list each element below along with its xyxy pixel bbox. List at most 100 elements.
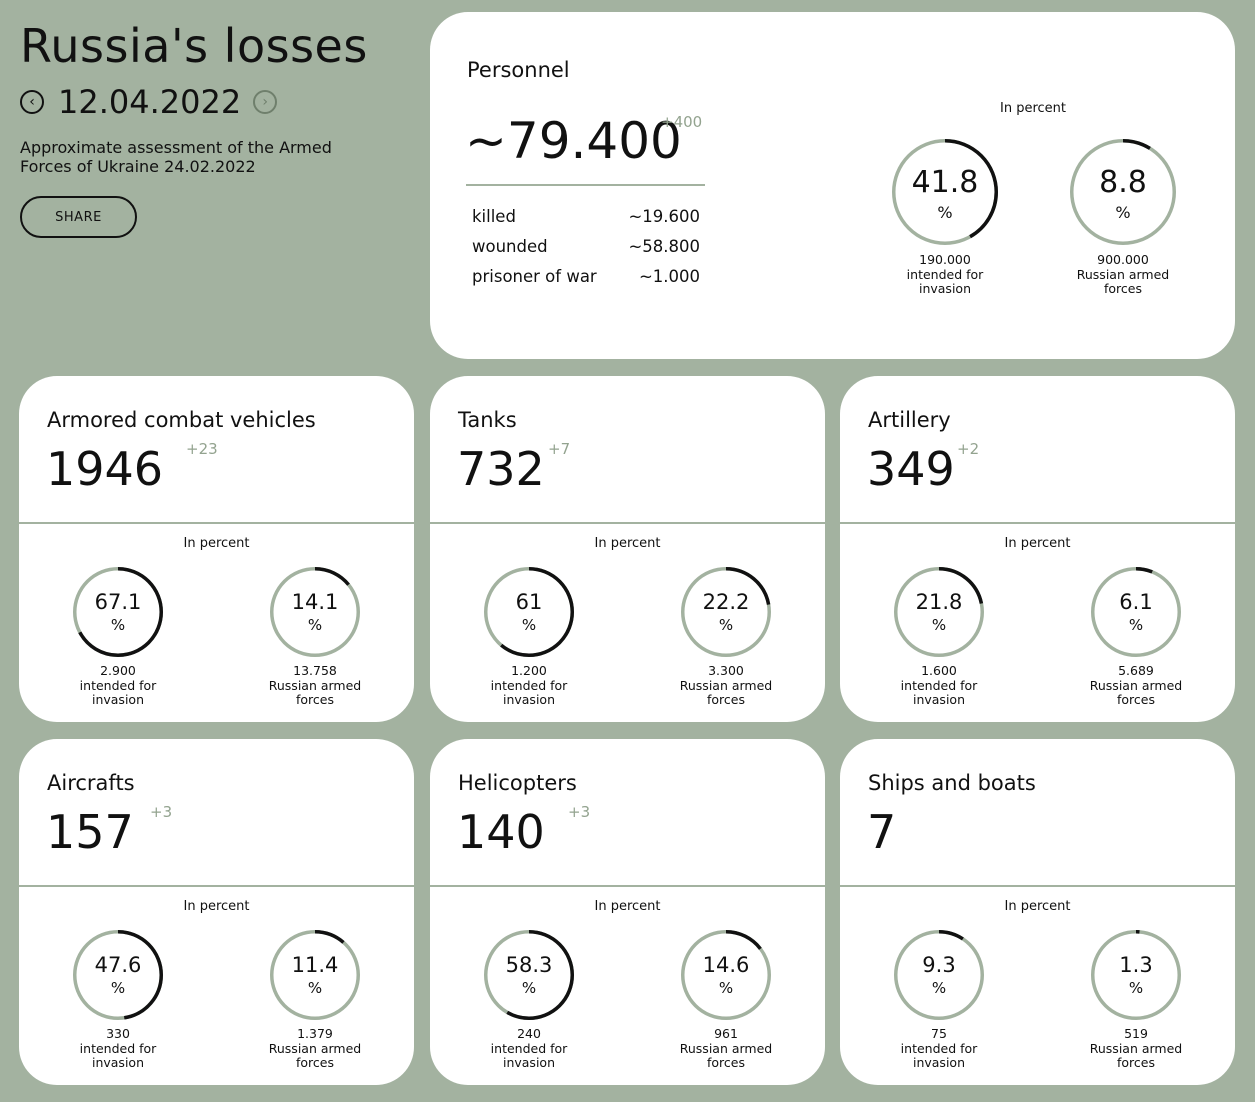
base-caption: Russian armed forces (268, 1040, 362, 1070)
ring-graphic (681, 567, 771, 657)
percent-ring: 9.3 % (894, 930, 984, 1020)
in-percent-label: In percent (1000, 101, 1066, 116)
percent-circle-invasion: 47.6 % 330 intended for invasion (53, 930, 183, 1071)
base-value: 5.689 (1118, 663, 1154, 678)
base-caption: Russian armed forces (1089, 1040, 1183, 1070)
base-caption: intended for invasion (906, 266, 984, 296)
percent-value: 61 (515, 590, 543, 614)
percent-value: 1.3 (1119, 953, 1153, 977)
personnel-breakdown: killed ~19.600 wounded ~58.800 prisoner … (472, 207, 700, 297)
breakdown-row-prisoner: prisoner of war ~1.000 (472, 267, 700, 297)
ring-progress (73, 930, 163, 1020)
card-title: Ships and boats (868, 771, 1036, 795)
base-value: 13.758 (293, 663, 337, 678)
percent-caption: 5.689 Russian armed forces (1071, 663, 1201, 708)
base-value: 240 (517, 1026, 541, 1041)
percent-circle-armed-forces: 14.6 % 961 Russian armed forces (661, 930, 791, 1071)
percent-value: 9.3 (922, 953, 956, 977)
divider (840, 885, 1235, 887)
ring-graphic (681, 930, 771, 1020)
equipment-card-artillery: Artillery 349 +2 In percent 21.8 % 1.600… (840, 376, 1235, 722)
percent-circle-invasion: 61 % 1.200 intended for invasion (464, 567, 594, 708)
percent-ring: 61 % (484, 567, 574, 657)
percent-circle-invasion: 58.3 % 240 intended for invasion (464, 930, 594, 1071)
in-percent-label: In percent (594, 899, 661, 914)
percent-circle-invasion: 9.3 % 75 intended for invasion (874, 930, 1004, 1071)
card-total: 1946 (46, 442, 164, 496)
base-caption: intended for invasion (490, 677, 568, 707)
ring-progress (270, 930, 360, 1020)
percent-ring: 58.3 % (484, 930, 574, 1020)
base-value: 1.200 (511, 663, 547, 678)
in-percent-label: In percent (183, 536, 250, 551)
base-caption: Russian armed forces (1076, 266, 1170, 296)
card-total: ~79.400 (465, 112, 682, 170)
percent-circle-armed-forces: 11.4 % 1.379 Russian armed forces (250, 930, 380, 1071)
percent-symbol: % (521, 979, 537, 997)
ring-progress (681, 567, 771, 657)
chevron-right-icon[interactable]: › (253, 90, 278, 114)
percent-ring: 22.2 % (681, 567, 771, 657)
card-title: Aircrafts (47, 771, 135, 795)
percent-circle-armed-forces: 22.2 % 3.300 Russian armed forces (661, 567, 791, 708)
current-date: 12.04.2022 (58, 83, 242, 121)
percent-circle-armed-forces: 8.8 % 900.000 Russian armed forces (1063, 139, 1183, 297)
percent-circle-armed-forces: 14.1 % 13.758 Russian armed forces (250, 567, 380, 708)
ring-progress (1091, 567, 1181, 657)
percent-value: 14.6 (702, 953, 750, 977)
percent-symbol: % (718, 616, 734, 634)
chevron-left-icon[interactable]: ‹ (20, 90, 44, 114)
percent-caption: 1.379 Russian armed forces (250, 1026, 380, 1071)
share-button[interactable]: SHARE (20, 196, 137, 238)
base-value: 3.300 (708, 663, 744, 678)
ring-progress (1091, 930, 1181, 1020)
percent-value: 21.8 (915, 590, 963, 614)
in-percent-label: In percent (594, 536, 661, 551)
equipment-card-armored-combat-vehicles: Armored combat vehicles 1946 +23 In perc… (19, 376, 414, 722)
page-subtitle: Approximate assessment of the Armed Forc… (20, 138, 332, 176)
base-caption: intended for invasion (900, 677, 978, 707)
percent-ring: 14.1 % (270, 567, 360, 657)
card-delta: +400 (661, 113, 703, 131)
percent-value: 22.2 (702, 590, 750, 614)
percent-symbol: % (307, 616, 323, 634)
percent-ring: 21.8 % (894, 567, 984, 657)
base-caption: Russian armed forces (268, 677, 362, 707)
row-label: wounded (472, 237, 548, 256)
base-value: 519 (1124, 1026, 1148, 1041)
percent-value: 41.8 (911, 165, 979, 200)
percent-caption: 2.900 intended for invasion (53, 663, 183, 708)
percent-caption: 240 intended for invasion (464, 1026, 594, 1071)
base-value: 330 (106, 1026, 130, 1041)
percent-circle-armed-forces: 6.1 % 5.689 Russian armed forces (1071, 567, 1201, 708)
card-delta: +3 (150, 803, 173, 821)
row-label: prisoner of war (472, 267, 597, 286)
card-total: 7 (867, 805, 897, 859)
percent-circle-invasion: 41.8 % 190.000 intended for invasion (885, 139, 1005, 297)
percent-ring: 1.3 % (1091, 930, 1181, 1020)
row-value: ~58.800 (628, 237, 700, 256)
base-caption: Russian armed forces (679, 1040, 773, 1070)
percent-symbol: % (931, 979, 947, 997)
percent-value: 11.4 (291, 953, 339, 977)
in-percent-label: In percent (183, 899, 250, 914)
percent-caption: 1.200 intended for invasion (464, 663, 594, 708)
ring-graphic (484, 567, 574, 657)
card-delta: +7 (548, 440, 571, 458)
divider (19, 885, 414, 887)
base-caption: Russian armed forces (679, 677, 773, 707)
percent-caption: 330 intended for invasion (53, 1026, 183, 1071)
percent-symbol: % (1128, 979, 1144, 997)
base-value: 900.000 (1097, 252, 1149, 267)
base-value: 190.000 (919, 252, 971, 267)
card-total: 349 (867, 442, 955, 496)
percent-circle-invasion: 67.1 % 2.900 intended for invasion (53, 567, 183, 708)
percent-caption: 13.758 Russian armed forces (250, 663, 380, 708)
percent-circle-armed-forces: 1.3 % 519 Russian armed forces (1071, 930, 1201, 1071)
percent-ring: 67.1 % (73, 567, 163, 657)
ring-graphic (894, 930, 984, 1020)
ring-graphic (73, 930, 163, 1020)
percent-value: 14.1 (291, 590, 339, 614)
base-caption: Russian armed forces (1089, 677, 1183, 707)
ring-graphic (1091, 567, 1181, 657)
